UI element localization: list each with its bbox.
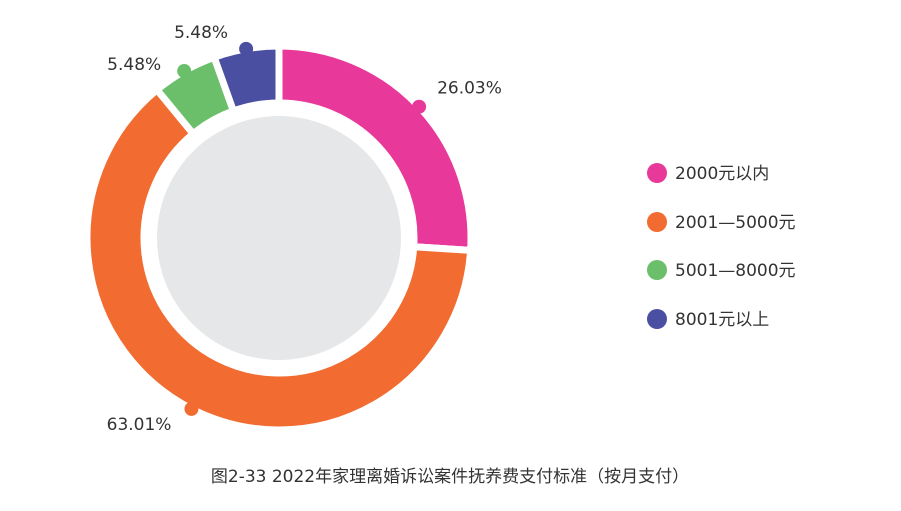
data-labels: 26.03% 63.01% 5.48% 5.48% bbox=[107, 23, 502, 435]
data-label-3: 5.48% bbox=[107, 55, 161, 75]
legend-item-3: 5001—8000元 bbox=[647, 260, 796, 281]
legend-swatch-4 bbox=[647, 309, 667, 329]
slice-marker-1 bbox=[412, 99, 427, 114]
data-label-4: 5.48% bbox=[174, 23, 228, 43]
slice-markers bbox=[177, 41, 427, 416]
slice-4 bbox=[209, 42, 283, 116]
inner-disc bbox=[157, 116, 401, 360]
slice-marker-2 bbox=[184, 401, 199, 416]
legend-swatch-2 bbox=[647, 212, 667, 232]
data-label-2: 63.01% bbox=[107, 415, 172, 435]
data-label-1: 26.03% bbox=[437, 79, 502, 99]
legend-item-2: 2001—5000元 bbox=[647, 212, 796, 233]
legend-item-4: 8001元以上 bbox=[647, 309, 769, 330]
legend-swatch-1 bbox=[647, 163, 667, 183]
legend-item-1: 2000元以内 bbox=[647, 163, 769, 184]
legend-label-4: 8001元以上 bbox=[675, 310, 769, 330]
legend-label-1: 2000元以内 bbox=[675, 164, 769, 184]
donut-slices bbox=[83, 42, 475, 434]
slice-1 bbox=[275, 42, 475, 255]
figure-caption: 图2-33 2022年家理离婚诉讼案件抚养费支付标准（按月支付） bbox=[211, 467, 689, 487]
legend-swatch-3 bbox=[647, 260, 667, 280]
legend: 2000元以内 2001—5000元 5001—8000元 8001元以上 bbox=[647, 163, 796, 330]
slice-2 bbox=[83, 84, 475, 434]
legend-label-3: 5001—8000元 bbox=[675, 261, 796, 281]
legend-label-2: 2001—5000元 bbox=[675, 213, 796, 233]
slice-marker-3 bbox=[177, 64, 192, 79]
slice-marker-4 bbox=[239, 41, 254, 56]
